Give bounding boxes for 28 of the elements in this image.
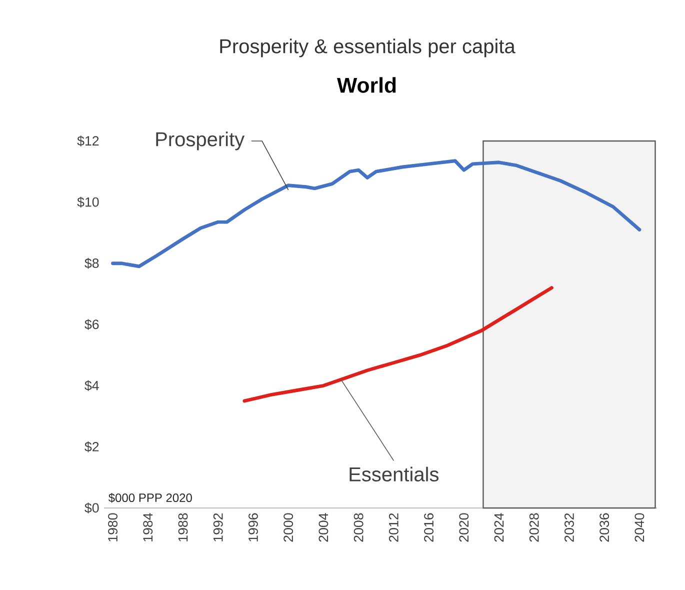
x-tick-label: 2036 (600, 513, 610, 542)
x-tick-label: 2032 (564, 513, 574, 542)
y-tick-label: $6 (84, 319, 99, 330)
x-tick-label: 2004 (318, 513, 328, 542)
x-tick-label: 2024 (494, 513, 504, 542)
x-tick-label: 2016 (424, 513, 434, 542)
x-tick-label: 2020 (459, 513, 469, 542)
x-tick-label: 2028 (529, 513, 539, 542)
x-tick-label: 1988 (178, 513, 188, 542)
chart-subtitle: World (337, 77, 396, 93)
y-tick-label: $4 (84, 380, 99, 392)
annotation: $000 PPP 2020 (108, 493, 192, 503)
y-tick-label: $8 (84, 258, 99, 269)
x-tick-label: 2008 (354, 513, 364, 542)
annotation: Prosperity (156, 132, 245, 150)
x-tick-label: 1984 (143, 513, 153, 542)
x-tick-label: 2012 (388, 513, 398, 542)
x-tick-label: 1980 (108, 513, 118, 542)
x-tick-label: 2000 (284, 513, 294, 542)
x-tick-label: 1992 (213, 513, 223, 542)
y-tick-label: $2 (84, 441, 99, 452)
x-tick-label: 1996 (248, 513, 258, 542)
y-tick-label: $10 (77, 196, 99, 208)
annotation: Essentials (350, 466, 438, 482)
x-tick-label: 2040 (634, 513, 644, 542)
y-tick-label: $12 (77, 136, 99, 146)
y-tick-label: $0 (84, 502, 99, 514)
chart-title: Prosperity & essentials per capita (220, 38, 516, 58)
